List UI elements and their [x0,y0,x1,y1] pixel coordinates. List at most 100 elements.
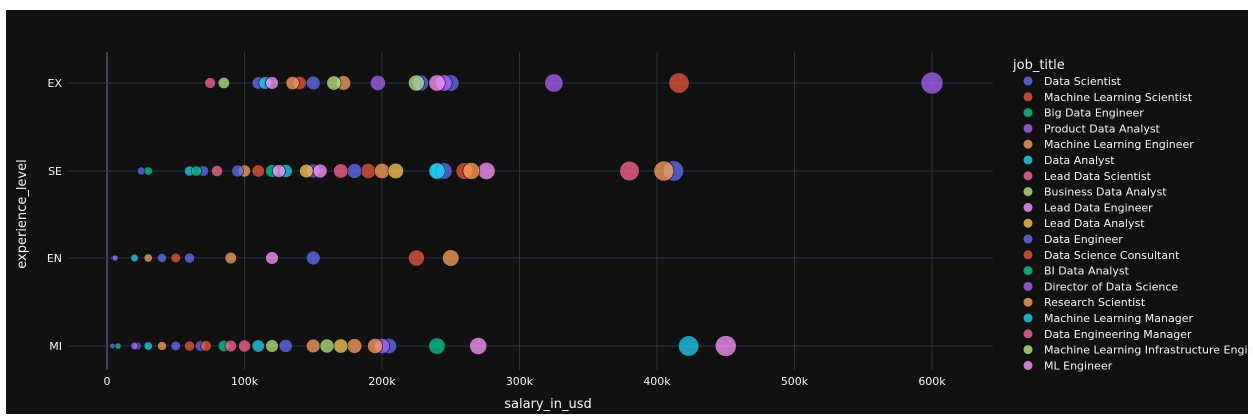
data-point [920,71,944,95]
data-point [319,338,335,354]
data-point [251,164,265,178]
data-point [224,251,237,265]
legend-label: Data Engineer [1044,233,1123,246]
legend-title: job_title [1012,58,1065,73]
data-point [619,160,640,182]
x-tick-label: 0 [104,375,111,388]
data-point [143,341,153,351]
x-tick-label: 200k [368,375,396,388]
data-point [306,75,321,91]
data-point [143,253,153,263]
legend-marker [1023,234,1033,244]
legend-marker [1023,360,1033,370]
data-point [211,165,223,177]
data-point [285,76,300,90]
data-point [265,251,279,265]
data-point [299,163,314,179]
legend-marker [1023,218,1033,228]
data-point [428,74,446,92]
legend-label: Data Analyst [1044,154,1115,167]
data-point [217,77,230,89]
data-point [170,340,181,352]
y-tick-label: EN [47,252,62,265]
legend: Data Scientist Machine Learning Scientist… [1023,75,1253,372]
data-point [333,163,349,179]
data-points [109,71,944,357]
data-point [346,163,363,179]
legend-marker [1023,187,1033,197]
data-point [184,252,195,264]
legend-marker [1023,250,1033,260]
data-point [200,340,212,352]
legend-label: Machine Learning Engineer [1044,138,1194,151]
data-point [306,250,321,266]
data-point [111,254,119,262]
data-point [265,339,279,353]
legend-label: Lead Data Engineer [1044,201,1153,214]
data-point [306,338,321,354]
legend-label: Research Scientist [1044,296,1146,309]
data-point [312,163,328,179]
x-tick-label: 100k [231,375,259,388]
data-point [428,162,446,180]
legend-label: Data Engineering Manager [1044,328,1192,341]
data-point [544,73,564,93]
legend-label: Big Data Engineer [1044,107,1144,120]
legend-marker [1023,281,1033,291]
data-point [387,162,404,180]
data-point [238,339,251,353]
y-tick-label: MI [49,340,62,353]
data-point [326,75,342,91]
data-point [428,337,446,355]
data-point [408,74,425,92]
data-point [442,249,460,267]
x-tick-label: 400k [643,375,671,388]
data-point [265,76,279,90]
data-point [251,339,265,353]
data-point [668,72,690,94]
legend-label: Data Scientist [1044,75,1122,88]
legend-marker [1023,313,1033,323]
gridlines [68,52,993,370]
data-point [143,166,153,176]
data-point [346,338,363,354]
y-axis-title: experience_level [15,159,30,268]
legend-label: Director of Data Science [1044,280,1178,293]
data-point [333,338,349,354]
data-point [224,339,237,353]
legend-marker [1023,108,1033,118]
data-point [469,337,488,355]
legend-label: Data Science Consultant [1044,249,1180,262]
data-point [170,252,181,264]
data-point [714,335,737,357]
x-tick-label: 500k [781,375,809,388]
data-point [374,163,390,179]
data-point [184,340,195,352]
data-point [114,342,122,350]
plot-background [6,10,1248,414]
data-point [462,162,481,180]
legend-label: BI Data Analyst [1044,265,1130,278]
data-point [130,253,139,263]
data-point [369,75,386,91]
data-point [367,338,384,354]
data-point [130,341,139,351]
x-tick-label: 600k [918,375,946,388]
data-point [408,249,425,267]
data-point [653,160,675,182]
data-point [157,253,167,263]
legend-marker [1023,329,1033,339]
legend-marker [1023,345,1033,355]
legend-label: Machine Learning Infrastructure Engineer [1044,344,1253,357]
data-point [678,335,700,357]
legend-marker [1023,76,1033,86]
legend-label: Business Data Analyst [1044,186,1167,199]
legend-label: ML Engineer [1044,359,1113,372]
x-tick-label: 300k [506,375,534,388]
legend-label: Lead Data Analyst [1044,217,1145,230]
y-tick-label: EX [48,77,63,90]
legend-marker [1023,123,1033,133]
legend-marker [1023,202,1033,212]
